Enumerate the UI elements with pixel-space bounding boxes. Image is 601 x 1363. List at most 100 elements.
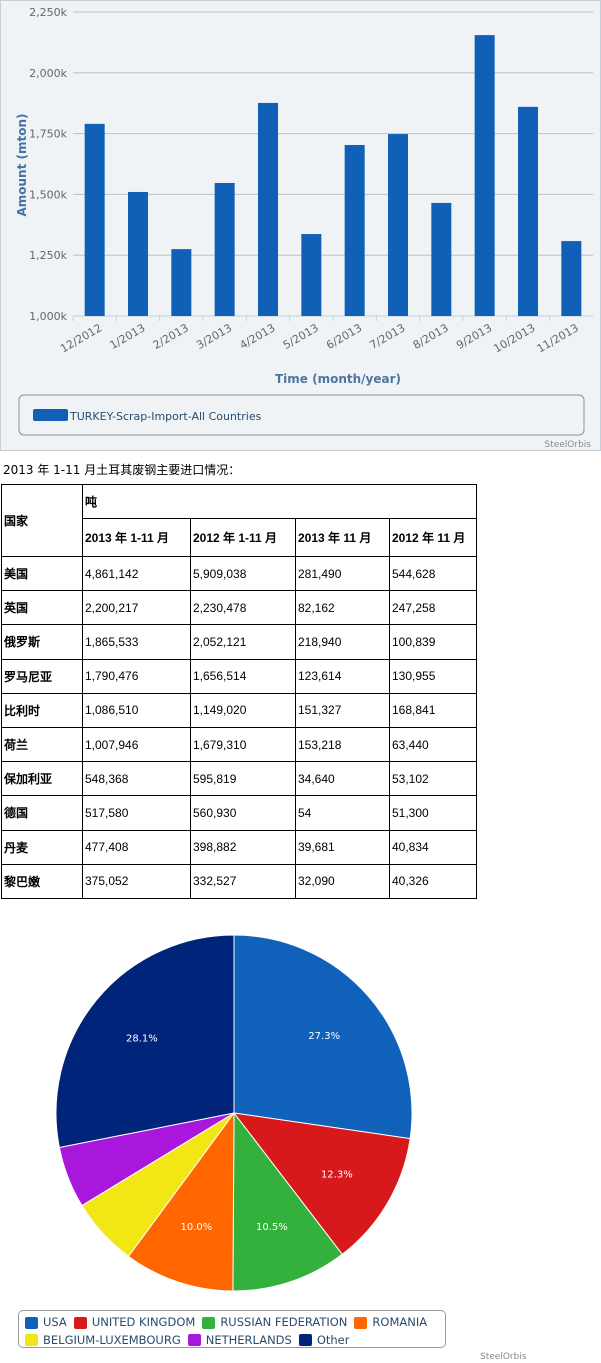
legend-item[interactable]: BELGIUM-LUXEMBOURG bbox=[25, 1333, 181, 1348]
value-cell: 544,628 bbox=[389, 555, 477, 592]
value-cell: 40,326 bbox=[389, 863, 477, 899]
x-tick-label: 10/2013 bbox=[491, 321, 537, 355]
value-cell: 398,882 bbox=[190, 829, 296, 865]
table-row: 黎巴嫩 375,052 332,527 32,090 40,326 bbox=[1, 863, 477, 899]
bar[interactable] bbox=[171, 249, 192, 316]
x-tick-label: 7/2013 bbox=[367, 321, 407, 352]
value-cell: 130,955 bbox=[389, 658, 477, 694]
value-cell: 39,681 bbox=[295, 829, 390, 865]
table-row: 美国 4,861,142 5,909,038 281,490 544,628 bbox=[1, 555, 477, 592]
table-row: 德国 517,580 560,930 54 51,300 bbox=[1, 795, 477, 831]
legend-swatch bbox=[25, 1316, 38, 1329]
y-tick-label: 1,500k bbox=[29, 188, 67, 201]
value-cell: 53,102 bbox=[389, 761, 477, 797]
x-tick-label: 5/2013 bbox=[281, 321, 321, 352]
pie-slice[interactable] bbox=[55, 934, 235, 1149]
slice-label: 12.3% bbox=[321, 1169, 353, 1180]
legend-swatch bbox=[33, 409, 68, 421]
bar[interactable] bbox=[561, 241, 582, 316]
legend-swatch bbox=[73, 1316, 87, 1329]
pie-slice[interactable] bbox=[127, 1111, 235, 1292]
y-tick-label: 2,250k bbox=[29, 6, 67, 19]
bar[interactable] bbox=[344, 145, 365, 316]
y-axis-label: Amount (mton) bbox=[15, 113, 29, 216]
legend-label[interactable]: TURKEY-Scrap-Import-All Countries bbox=[69, 410, 262, 423]
legend-item[interactable]: Other bbox=[298, 1333, 349, 1348]
column-header: 2013 年 1-11 月 bbox=[82, 518, 191, 557]
bar[interactable] bbox=[301, 234, 322, 316]
value-cell: 281,490 bbox=[295, 555, 390, 592]
slice-label: 28.1% bbox=[126, 1033, 158, 1044]
value-cell: 218,940 bbox=[295, 624, 390, 660]
legend-item[interactable]: UNITED KINGDOM bbox=[73, 1315, 195, 1330]
bar[interactable] bbox=[128, 191, 148, 316]
value-cell: 153,218 bbox=[295, 726, 390, 763]
value-cell: 82,162 bbox=[295, 590, 390, 626]
x-tick-label: 11/2013 bbox=[535, 321, 581, 355]
pie-slice[interactable] bbox=[232, 1111, 343, 1292]
country-cell: 丹麦 bbox=[1, 829, 83, 865]
bar[interactable] bbox=[258, 102, 278, 316]
bar[interactable] bbox=[388, 134, 408, 316]
value-cell: 5,909,038 bbox=[190, 555, 296, 592]
legend-label: NETHERLANDS bbox=[205, 1332, 292, 1347]
bar[interactable] bbox=[214, 182, 235, 316]
x-tick-label: 8/2013 bbox=[411, 321, 451, 352]
import-table: 国家吨 2013 年 1-11 月 2012 年 1-11 月 2013 年 11 … bbox=[1, 484, 477, 899]
x-axis-label: Time (month/year) bbox=[275, 372, 401, 386]
x-tick-label: 2/2013 bbox=[151, 321, 191, 352]
value-cell: 2,230,478 bbox=[190, 590, 296, 626]
table-row: 荷兰 1,007,946 1,679,310 153,218 63,440 bbox=[1, 726, 477, 763]
credit[interactable]: SteelOrbis bbox=[544, 440, 591, 450]
country-cell: 俄罗斯 bbox=[1, 624, 83, 660]
value-cell: 1,656,514 bbox=[190, 658, 296, 694]
table-row: 英国 2,200,217 2,230,478 82,162 247,258 bbox=[1, 590, 477, 626]
value-cell: 51,300 bbox=[389, 795, 477, 831]
bar[interactable] bbox=[518, 106, 538, 317]
column-header: 2012 年 1-11 月 bbox=[190, 518, 296, 557]
table-caption: 2013 年 1-11 月土耳其废钢主要进口情况： bbox=[3, 463, 241, 477]
legend-swatch bbox=[187, 1334, 201, 1346]
value-cell: 40,834 bbox=[389, 829, 477, 865]
legend-item[interactable]: NETHERLANDS bbox=[187, 1332, 292, 1348]
country-cell: 美国 bbox=[1, 555, 83, 592]
value-cell: 151,327 bbox=[295, 692, 390, 728]
value-cell: 375,052 bbox=[82, 863, 191, 899]
value-cell: 247,258 bbox=[389, 590, 477, 626]
table-row: 俄罗斯 1,865,533 2,052,121 218,940 100,839 bbox=[1, 624, 477, 660]
y-tick-label: 1,750k bbox=[29, 128, 67, 141]
value-cell: 1,007,946 bbox=[82, 726, 191, 763]
x-tick-label: 9/2013 bbox=[454, 321, 494, 352]
pie-chart: 27.3% 12.3% 10.5% 10.0% 28.1% bbox=[55, 934, 413, 1292]
value-cell: 2,200,217 bbox=[82, 590, 191, 626]
bar[interactable] bbox=[84, 123, 105, 316]
bar[interactable] bbox=[431, 202, 452, 316]
x-tick-label: 6/2013 bbox=[324, 321, 364, 352]
pie-slice[interactable] bbox=[232, 1112, 411, 1256]
pie-slice[interactable] bbox=[233, 934, 413, 1140]
legend-item[interactable]: RUSSIAN FEDERATION bbox=[202, 1315, 347, 1330]
value-cell: 1,086,510 bbox=[82, 692, 191, 728]
legend-label: RUSSIAN FEDERATION bbox=[220, 1315, 348, 1329]
y-tick-label: 1,250k bbox=[29, 249, 67, 262]
x-tick-label: 1/2013 bbox=[107, 321, 147, 352]
table-row: 保加利亚 548,368 595,819 34,640 53,102 bbox=[1, 761, 477, 797]
x-tick-label: 12/2012 bbox=[58, 321, 104, 355]
value-cell: 168,841 bbox=[389, 692, 477, 728]
country-cell: 罗马尼亚 bbox=[1, 658, 83, 694]
bar[interactable] bbox=[474, 35, 495, 316]
column-header: 2012 年 11 月 bbox=[389, 518, 477, 557]
legend-item[interactable]: USA bbox=[25, 1315, 67, 1330]
y-tick-label: 1,000k bbox=[29, 310, 67, 323]
legend-label: USA bbox=[43, 1315, 67, 1329]
legend-item[interactable]: ROMANIA bbox=[354, 1315, 427, 1330]
legend-label: BELGIUM-LUXEMBOURG bbox=[43, 1332, 181, 1347]
value-cell: 123,614 bbox=[295, 658, 390, 694]
y-tick-label: 2,000k bbox=[29, 67, 67, 80]
value-cell: 517,580 bbox=[82, 795, 191, 831]
value-cell: 477,408 bbox=[82, 829, 191, 865]
legend-swatch bbox=[25, 1334, 38, 1346]
country-cell: 荷兰 bbox=[1, 726, 83, 763]
x-tick-label: 3/2013 bbox=[194, 321, 234, 352]
credit[interactable]: SteelOrbis bbox=[480, 1352, 527, 1362]
